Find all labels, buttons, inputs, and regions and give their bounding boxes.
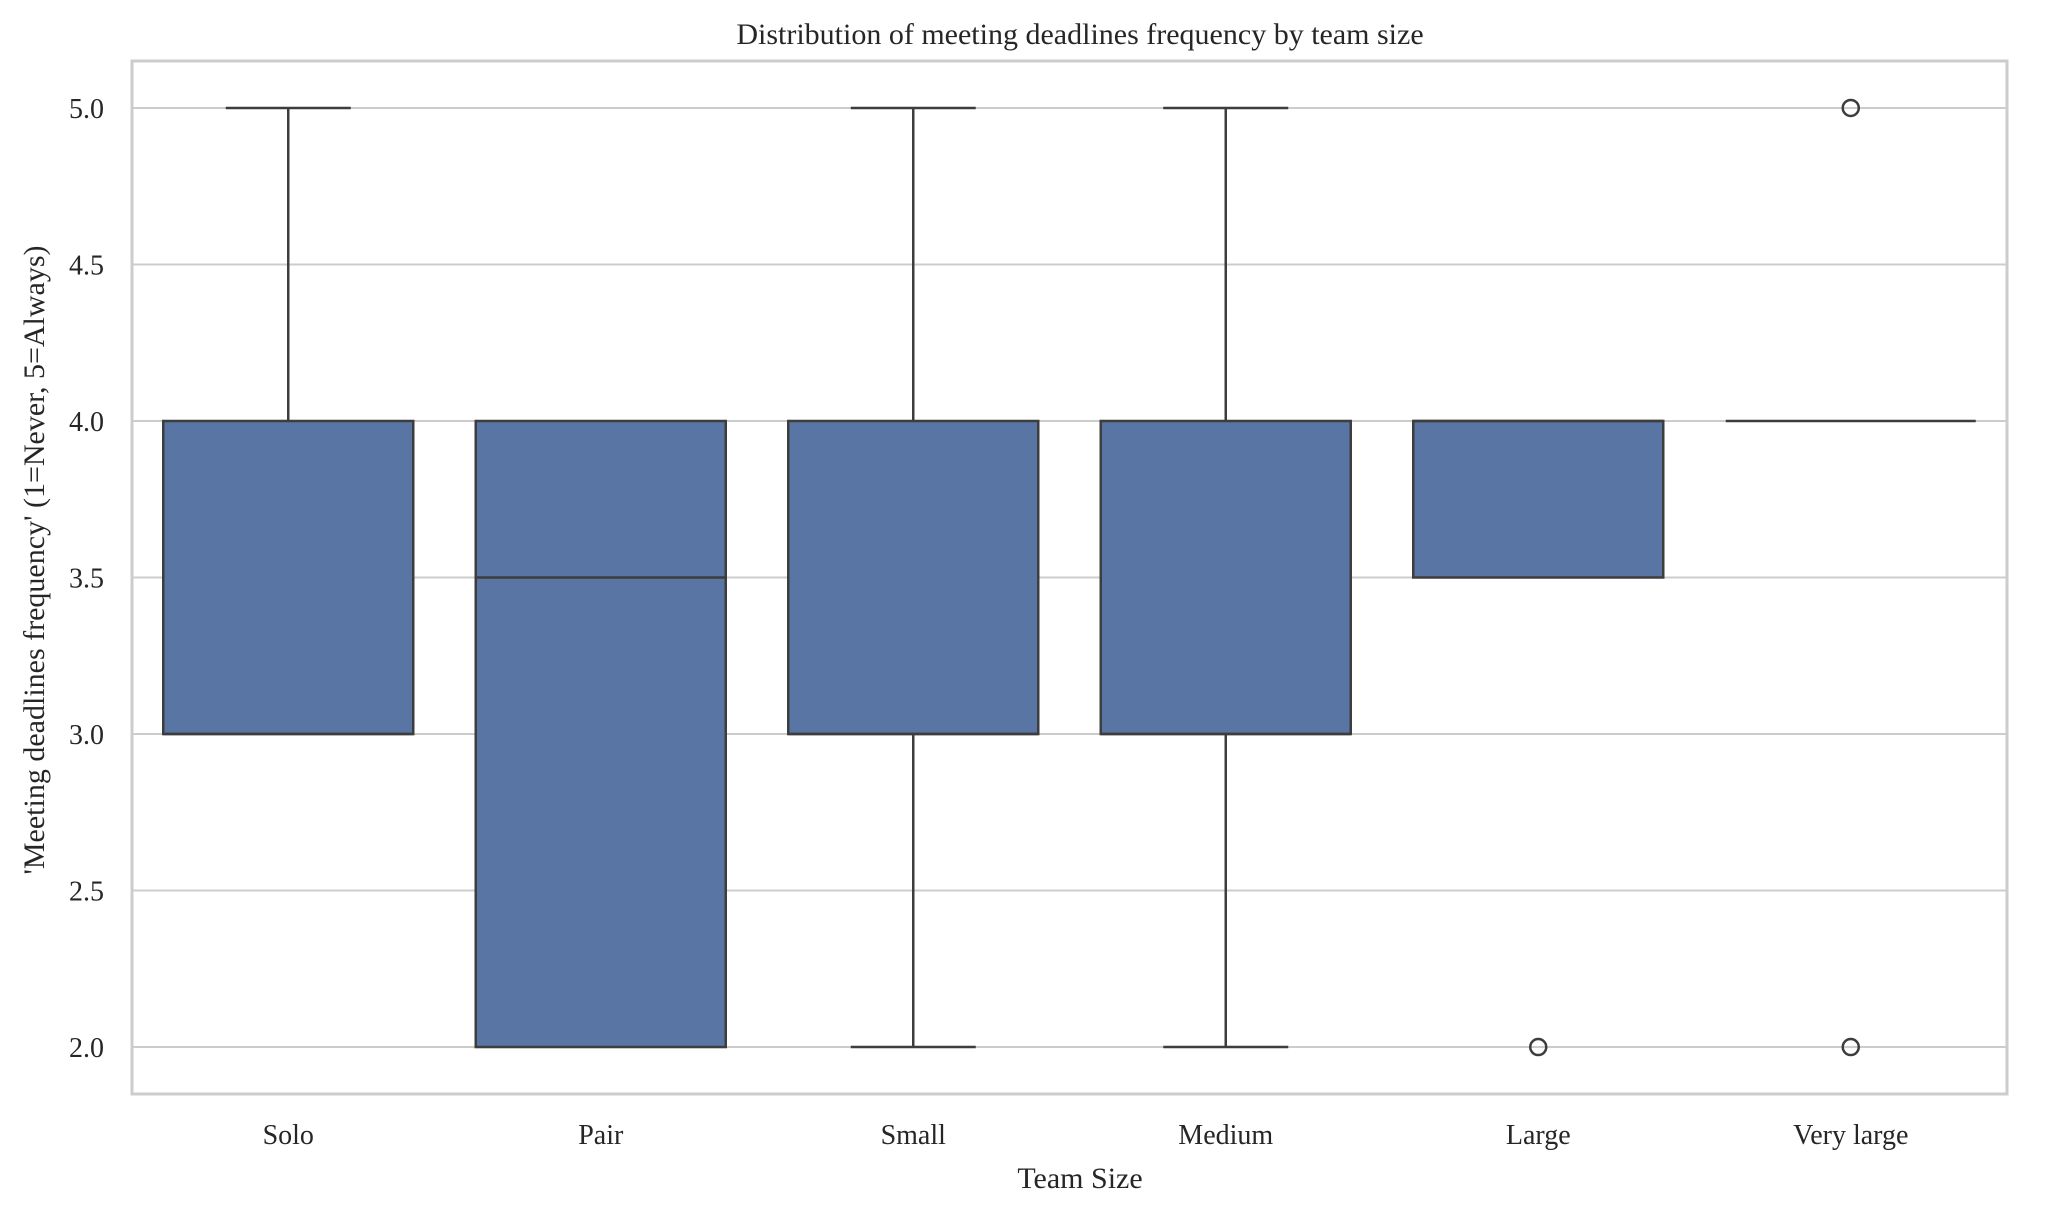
box-iqr — [162, 419, 415, 736]
box-medium — [1099, 106, 1352, 1049]
box-iqr — [1412, 419, 1665, 579]
y-tick-label: 2.0 — [69, 1033, 104, 1064]
y-tick-label: 3.0 — [69, 720, 104, 751]
y-tick-label: 4.5 — [69, 250, 104, 281]
box-pair — [474, 419, 727, 1049]
y-axis-label: 'Meeting deadlines frequency' (1=Never, … — [18, 245, 51, 874]
x-tick-label: Medium — [1178, 1120, 1273, 1151]
box-iqr — [787, 419, 1040, 736]
box-small — [787, 106, 1040, 1049]
y-tick-label: 4.0 — [69, 407, 104, 438]
outlier-point — [1841, 98, 1860, 118]
box-large — [1412, 419, 1665, 1057]
y-tick-label: 3.5 — [69, 564, 104, 595]
box-iqr — [1099, 419, 1352, 736]
box-iqr — [474, 419, 727, 1049]
grid-lines — [132, 106, 2007, 1049]
x-tick-label: Small — [881, 1120, 947, 1151]
x-tick-label: Large — [1506, 1120, 1571, 1151]
y-tick-label: 2.5 — [69, 877, 104, 908]
tick-labels: 2.0 2.5 3.0 3.5 4.0 4.5 5.0 Solo Pair Small Medium… — [69, 94, 1908, 1151]
x-axis-label: Team Size — [1017, 1162, 1142, 1195]
chart-title: Distribution of meeting deadlines freque… — [736, 18, 1423, 51]
plot-frame — [130, 59, 2009, 1096]
box-solo — [162, 106, 415, 736]
boxes — [162, 98, 1976, 1057]
x-tick-label: Very large — [1793, 1120, 1908, 1151]
x-tick-label: Pair — [578, 1120, 624, 1151]
outlier-point — [1529, 1037, 1548, 1057]
y-tick-label: 5.0 — [69, 94, 104, 125]
box-very-large — [1725, 98, 1976, 1057]
outlier-point — [1841, 1037, 1860, 1057]
x-tick-label: Solo — [263, 1120, 314, 1151]
